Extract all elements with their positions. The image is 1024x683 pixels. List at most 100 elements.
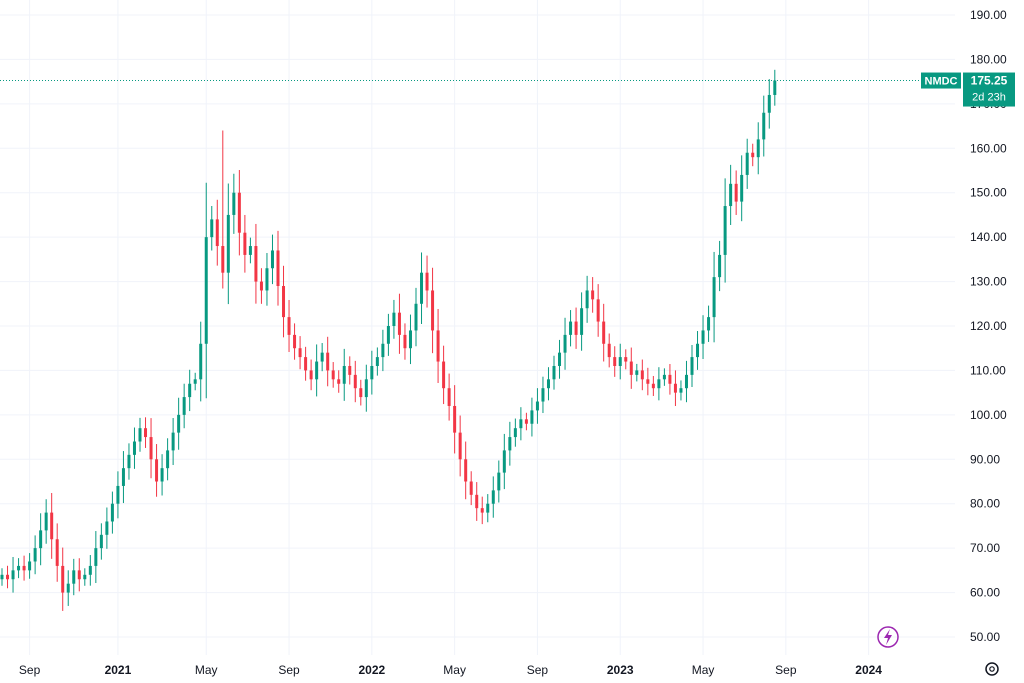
candle-body: [497, 472, 501, 491]
candle-body: [77, 570, 81, 580]
candle-body: [458, 432, 462, 460]
candle-body: [155, 459, 159, 482]
candle-body: [491, 490, 495, 504]
price-tick-label: 80.00: [970, 497, 1000, 511]
candle-body: [464, 459, 468, 482]
candle-body: [756, 139, 760, 158]
candle-body: [166, 450, 170, 469]
candle-body: [6, 574, 10, 580]
candle-body: [22, 565, 26, 571]
candle-body: [105, 521, 109, 535]
price-tick-label: 140.00: [970, 230, 1007, 244]
candle-body: [718, 254, 722, 278]
candle-body: [535, 401, 539, 411]
candle-body: [519, 419, 523, 429]
price-axis[interactable]: 190.00180.00170.00160.00150.00140.00130.…: [970, 8, 1007, 644]
candle-body: [425, 272, 429, 291]
gear-icon[interactable]: [985, 662, 999, 676]
candle-body: [83, 574, 87, 580]
time-tick-label: Sep: [278, 663, 300, 677]
candle-body: [298, 348, 302, 358]
candle-body: [11, 570, 15, 580]
candle-body: [712, 277, 716, 318]
candle-body: [315, 361, 319, 380]
candle-body: [392, 312, 396, 326]
time-tick-label: May: [692, 663, 715, 677]
candle-body: [624, 357, 628, 362]
candle-body: [436, 330, 440, 362]
candle-body: [182, 397, 186, 415]
candle-body: [72, 570, 76, 584]
candle-body: [66, 583, 70, 593]
candle-body: [646, 379, 650, 384]
candle-body: [55, 539, 59, 566]
candle-body: [420, 272, 424, 304]
candle-body: [88, 565, 92, 575]
candle-body: [696, 343, 700, 358]
countdown-label: 2d 23h: [972, 92, 1006, 104]
candle-body: [690, 357, 694, 375]
time-tick-label: 2024: [855, 663, 882, 677]
candle-body: [326, 352, 330, 371]
candle-body: [684, 374, 688, 389]
candle-body: [282, 286, 286, 318]
candle-body: [386, 326, 390, 344]
candle-body: [160, 468, 164, 482]
lightning-icon[interactable]: [877, 626, 899, 648]
candle-body: [188, 383, 192, 398]
candle-body: [44, 512, 48, 531]
candle-body: [127, 454, 131, 469]
candle-body: [618, 357, 622, 366]
symbol-badge: [921, 72, 961, 89]
candle-body: [707, 317, 711, 331]
price-tick-label: 130.00: [970, 275, 1007, 289]
candle-body: [596, 299, 600, 322]
candle-body: [204, 237, 208, 344]
candle-body: [33, 548, 37, 562]
candle-body: [293, 334, 297, 349]
price-tick-label: 190.00: [970, 8, 1007, 22]
candle-body: [254, 246, 258, 282]
candle-body: [563, 334, 567, 353]
candle-body: [116, 485, 120, 504]
candle-body: [61, 565, 65, 593]
price-badges: NMDC 175.25 2d 23h: [921, 72, 1015, 107]
candle-body: [320, 352, 324, 362]
candle-body: [541, 388, 545, 402]
price-tick-label: 70.00: [970, 541, 1000, 555]
candle-body: [751, 152, 755, 158]
candle-body: [640, 370, 644, 380]
candle-body: [767, 94, 771, 113]
time-tick-label: May: [443, 663, 466, 677]
candle-body: [657, 379, 661, 389]
candle-body: [679, 388, 683, 393]
time-axis[interactable]: Sep 2021 May Sep 2022 May Sep 2023 May Sep 2024: [19, 663, 882, 677]
candle-body: [442, 361, 446, 389]
candle-body: [662, 374, 666, 380]
candle-body: [762, 112, 766, 140]
candle-body: [248, 246, 252, 255]
candle-body: [144, 428, 148, 438]
candle-body: [447, 388, 451, 406]
time-tick-label: 2021: [105, 663, 132, 677]
chart-grid: [0, 0, 955, 655]
candle-body: [513, 428, 517, 438]
candle-body: [607, 343, 611, 358]
candle-body: [337, 379, 341, 384]
candle-body: [701, 330, 705, 344]
candle-body: [585, 290, 589, 309]
candle-body: [353, 374, 357, 389]
price-tick-label: 60.00: [970, 586, 1000, 600]
candle-body: [199, 343, 203, 380]
candle-body: [558, 352, 562, 366]
candle-body: [502, 450, 506, 473]
candle-body: [177, 414, 181, 433]
candle-body: [569, 321, 573, 335]
candle-body: [453, 405, 457, 433]
candle-body: [364, 379, 368, 398]
time-tick-label: Sep: [775, 663, 797, 677]
candle-body: [370, 365, 374, 380]
candle-body: [149, 437, 153, 460]
candle-body: [28, 561, 32, 571]
